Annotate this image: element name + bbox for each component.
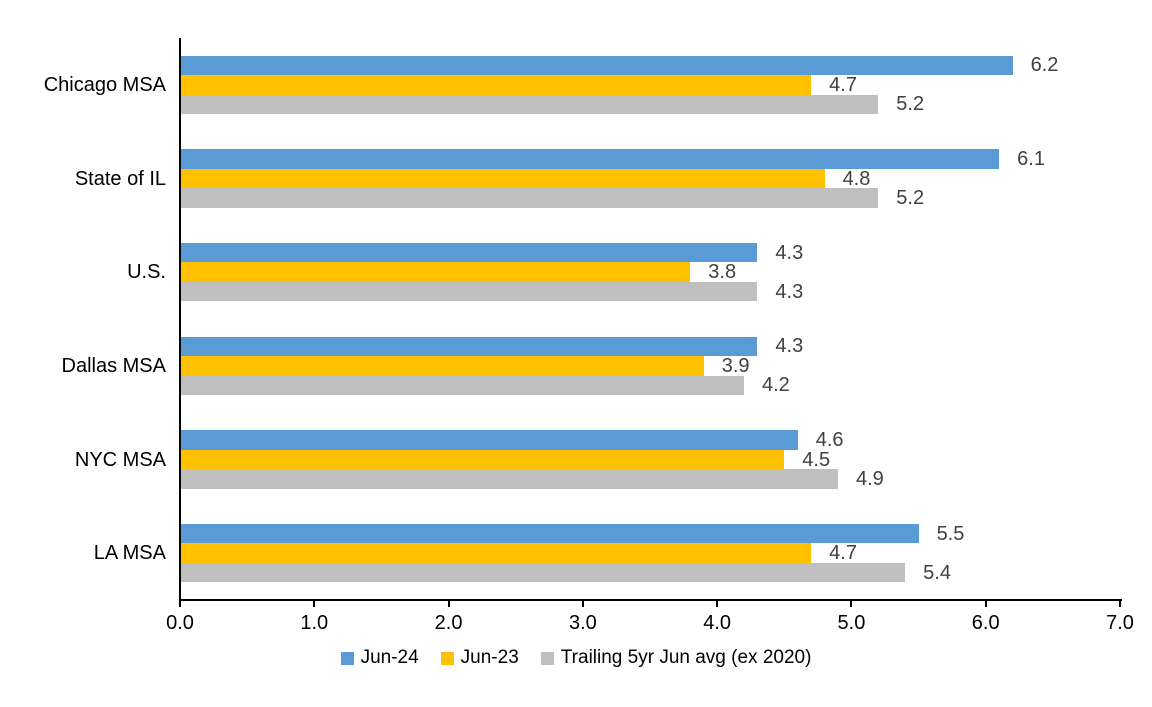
x-tick-mark-2-0 (447, 601, 450, 607)
legend-label-trailing-5yr-jun-avg-ex-2020: Trailing 5yr Jun avg (ex 2020) (560, 647, 812, 668)
bar-trailing-5yr-jun-avg-ex-2020-dallas-msa (180, 375, 744, 396)
category-label-state-of-il: State of IL (74, 167, 166, 190)
legend-label-jun-23: Jun-23 (460, 647, 519, 668)
value-label-jun-23-nyc-msa: 4.5 (802, 448, 831, 471)
x-tick-mark-6-0 (984, 601, 987, 607)
bar-trailing-5yr-jun-avg-ex-2020-u-s (180, 281, 758, 302)
x-tick-label-3-0: 3.0 (568, 612, 597, 634)
x-tick-mark-7-0 (1119, 601, 1121, 607)
x-tick-label-4-0: 4.0 (703, 612, 732, 634)
value-label-trailing-5yr-jun-avg-ex-2020-dallas-msa: 4.2 (762, 374, 790, 397)
x-tick-mark-0-0 (179, 601, 181, 607)
x-tick-label-2-0: 2.0 (434, 612, 463, 634)
legend-swatch-jun-23 (440, 651, 454, 665)
bar-jun-23-state-of-il (180, 168, 825, 189)
value-label-jun-24-chicago-msa: 6.2 (1030, 54, 1059, 77)
bar-trailing-5yr-jun-avg-ex-2020-nyc-msa (180, 469, 838, 489)
legend-label-jun-24: Jun-24 (360, 647, 419, 668)
value-label-trailing-5yr-jun-avg-ex-2020-chicago-msa: 5.2 (896, 93, 925, 116)
bar-jun-24-u-s (180, 242, 758, 263)
x-axis-line (179, 599, 1122, 601)
x-tick-mark-3-0 (581, 601, 584, 607)
x-tick-label-7-0: 7.0 (1106, 612, 1134, 634)
x-tick-mark-5-0 (850, 601, 853, 607)
legend-swatch-trailing-5yr-jun-avg-ex-2020 (540, 651, 554, 665)
x-tick-label-6-0: 6.0 (971, 612, 1000, 634)
legend-item-trailing-5yr-jun-avg-ex-2020: Trailing 5yr Jun avg (ex 2020) (540, 646, 812, 670)
value-label-jun-24-state-of-il: 6.1 (1017, 148, 1045, 170)
legend-swatch-jun-24 (340, 651, 354, 665)
bar-jun-23-la-msa (180, 543, 812, 563)
value-label-jun-23-u-s: 3.8 (708, 261, 737, 284)
legend: Jun-24 Jun-23 Trailing 5yr Jun avg (ex 202… (0, 646, 1152, 670)
x-tick-label-0-0: 0.0 (166, 612, 194, 634)
category-label-nyc-msa: NYC MSA (74, 448, 166, 471)
value-label-jun-23-la-msa: 4.7 (829, 542, 857, 565)
x-tick-mark-1-0 (313, 601, 316, 607)
bar-jun-24-state-of-il (180, 149, 1000, 169)
legend-item-jun-24: Jun-24 (340, 646, 419, 670)
value-label-trailing-5yr-jun-avg-ex-2020-u-s: 4.3 (775, 280, 804, 303)
value-label-jun-24-nyc-msa: 4.6 (815, 429, 844, 451)
bar-trailing-5yr-jun-avg-ex-2020-chicago-msa (180, 94, 879, 115)
bar-jun-23-nyc-msa (180, 449, 785, 470)
value-label-trailing-5yr-jun-avg-ex-2020-state-of-il: 5.2 (896, 187, 925, 209)
plot-area: 6.2 4.7 5.2 6.1 4.8 5.2 4.3 3.8 4.3 4.3 3.9 4.2 4.6 4… (180, 38, 1120, 600)
bar-jun-23-chicago-msa (180, 75, 812, 95)
bar-jun-24-chicago-msa (180, 55, 1013, 76)
value-label-jun-23-dallas-msa: 3.9 (721, 354, 750, 377)
bar-jun-24-nyc-msa (180, 430, 798, 450)
x-tick-label-1-0: 1.0 (300, 612, 329, 634)
category-label-la-msa: LA MSA (93, 542, 166, 565)
bar-jun-23-dallas-msa (180, 356, 704, 376)
category-label-chicago-msa: Chicago MSA (43, 73, 166, 96)
value-label-jun-24-dallas-msa: 4.3 (775, 335, 804, 358)
bar-trailing-5yr-jun-avg-ex-2020-state-of-il (180, 188, 879, 208)
bar-trailing-5yr-jun-avg-ex-2020-la-msa (180, 562, 906, 583)
value-label-trailing-5yr-jun-avg-ex-2020-la-msa: 5.4 (923, 561, 951, 584)
category-label-dallas-msa: Dallas MSA (61, 354, 166, 377)
x-tick-mark-4-0 (716, 601, 719, 607)
bar-jun-23-u-s (180, 262, 691, 282)
value-label-jun-24-la-msa: 5.5 (936, 522, 965, 545)
category-label-u-s: U.S. (127, 261, 166, 284)
x-tick-label-5-0: 5.0 (837, 612, 866, 634)
value-label-jun-23-chicago-msa: 4.7 (829, 73, 857, 96)
bar-jun-24-la-msa (180, 523, 919, 544)
y-axis-line (179, 38, 181, 600)
value-label-trailing-5yr-jun-avg-ex-2020-nyc-msa: 4.9 (856, 468, 884, 490)
value-label-jun-23-state-of-il: 4.8 (842, 167, 871, 190)
value-label-jun-24-u-s: 4.3 (775, 241, 804, 264)
bar-jun-24-dallas-msa (180, 336, 758, 357)
legend-item-jun-23: Jun-23 (440, 646, 519, 670)
